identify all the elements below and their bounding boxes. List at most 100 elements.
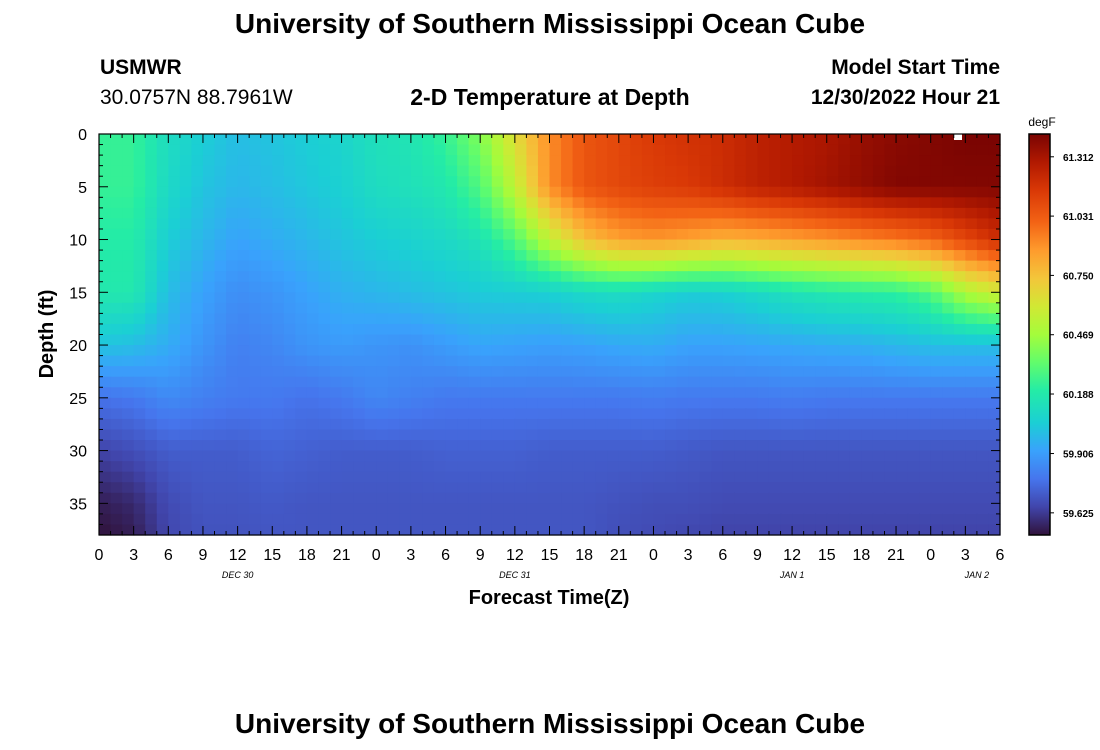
heat-cell: [376, 408, 389, 420]
heat-cell: [226, 323, 239, 336]
heat-cell: [826, 239, 839, 251]
x-tick-label: 0: [372, 547, 381, 564]
heat-cell: [768, 397, 782, 409]
heat-cell: [872, 440, 886, 452]
heat-cell: [688, 461, 701, 473]
heat-cell: [318, 387, 331, 399]
heat-cell: [133, 207, 146, 220]
heat-cell: [722, 461, 735, 473]
heat-cell: [803, 345, 816, 357]
heat-cell: [572, 524, 585, 536]
heat-cell: [330, 186, 343, 198]
heat-cell: [792, 144, 805, 156]
heat-cell: [780, 176, 793, 188]
heat-cell: [641, 492, 655, 504]
heat-cell: [942, 260, 955, 272]
heat-cell: [607, 387, 620, 399]
heat-cell: [295, 387, 308, 399]
heat-cell: [537, 323, 551, 336]
heat-cell: [503, 197, 516, 209]
heat-cell: [341, 408, 354, 420]
heat-cell: [688, 471, 701, 483]
heat-cell: [145, 260, 158, 272]
heat-cell: [930, 186, 943, 198]
heat-cell: [353, 155, 366, 167]
heat-cell: [237, 186, 250, 198]
heat-cell: [249, 513, 262, 526]
heat-cell: [422, 492, 435, 504]
heat-cell: [99, 471, 112, 483]
heat-cell: [503, 408, 516, 420]
heat-cell: [122, 366, 135, 378]
heat-cell: [653, 387, 666, 399]
heat-cell: [330, 355, 343, 367]
heat-cell: [711, 513, 724, 526]
heat-cell: [145, 440, 158, 452]
heat-cell: [202, 387, 216, 399]
heat-cell: [768, 323, 782, 336]
heat-cell: [179, 165, 193, 177]
heat-cell: [295, 260, 308, 272]
heat-cell: [491, 429, 504, 441]
heat-cell: [191, 387, 204, 399]
heat-cell: [387, 513, 400, 526]
heat-cell: [202, 144, 216, 156]
heat-cell: [179, 250, 193, 262]
heat-cell: [122, 440, 135, 452]
heat-cell: [815, 503, 828, 515]
x-tick-label: 18: [575, 547, 593, 564]
heat-cell: [942, 471, 955, 483]
heat-cell: [896, 503, 909, 515]
heat-cell: [306, 207, 320, 220]
heat-cell: [630, 355, 643, 367]
heat-cell: [457, 418, 470, 431]
heat-cell: [133, 397, 146, 409]
heat-cell: [376, 186, 389, 198]
heat-cell: [653, 471, 666, 483]
heat-cell: [884, 313, 897, 325]
heat-cell: [249, 165, 262, 177]
heat-cell: [584, 450, 597, 462]
heat-cell: [330, 134, 343, 146]
heat-cell: [988, 492, 1001, 504]
heat-cell: [191, 313, 204, 325]
heat-cell: [780, 334, 793, 346]
heat-cell: [399, 450, 412, 462]
heat-cell: [780, 345, 793, 357]
heat-cell: [630, 334, 643, 346]
heat-cell: [376, 440, 389, 452]
heat-cell: [676, 387, 689, 399]
heat-cell: [792, 165, 805, 177]
heat-cell: [237, 155, 250, 167]
heat-cell: [815, 471, 828, 483]
heat-cell: [179, 355, 193, 367]
heatmap-cells: [99, 134, 1001, 536]
heat-cell: [572, 387, 585, 399]
heat-cell: [976, 450, 990, 462]
heat-cell: [896, 165, 909, 177]
heat-cell: [214, 176, 227, 188]
heat-cell: [745, 429, 759, 441]
heat-cell: [318, 461, 331, 473]
heat-cell: [907, 397, 920, 409]
heat-cell: [399, 302, 412, 314]
heat-cell: [711, 218, 724, 230]
heat-cell: [110, 250, 123, 262]
y-axis-title: Depth (ft): [36, 290, 58, 379]
heat-cell: [595, 155, 608, 167]
heat-cell: [803, 313, 816, 325]
heat-cell: [722, 271, 735, 283]
heat-cell: [537, 397, 551, 409]
heat-cell: [792, 376, 805, 388]
heat-cell: [780, 313, 793, 325]
heat-cell: [641, 302, 655, 314]
heat-cell: [433, 176, 447, 188]
heat-cell: [942, 134, 955, 146]
heat-cell: [364, 186, 377, 198]
heat-cell: [953, 218, 966, 230]
heat-cell: [688, 366, 701, 378]
heat-cell: [237, 176, 250, 188]
heat-cell: [226, 218, 239, 230]
heat-cell: [260, 418, 273, 431]
heat-cell: [676, 144, 689, 156]
